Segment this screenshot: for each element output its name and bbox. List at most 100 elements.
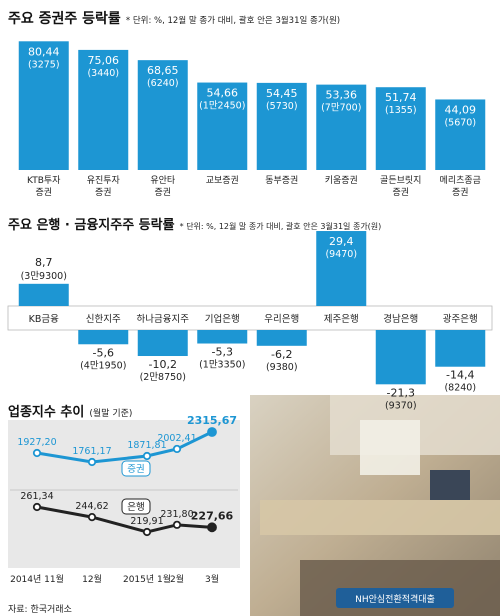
- banks-value-label: -5,6: [93, 346, 114, 359]
- banks-close-label: (4만1950): [80, 360, 126, 371]
- index-x-tick-label: 3월: [205, 573, 219, 585]
- securities-close-label: (1만2450): [199, 101, 245, 112]
- svg-text:NH안심전환적격대출: NH안심전환적격대출: [355, 593, 435, 605]
- index-series-tag: [121, 498, 151, 515]
- banks-value-label: -5,3: [212, 346, 233, 359]
- securities-value-label: 80,44: [28, 45, 60, 58]
- banks-value-label: 29,4: [329, 235, 354, 248]
- source-text: 자료: 한국거래소: [8, 605, 72, 615]
- banks-value-label: 8,7: [35, 256, 53, 269]
- index-value-label: 227,66: [191, 509, 234, 522]
- banks-category-label: 신한지주: [86, 314, 121, 325]
- index-series-point: [87, 457, 97, 467]
- securities-bar: [375, 87, 426, 170]
- index-header: 업종지수 추이 (월말 기준): [8, 401, 132, 420]
- securities-category-label: 메리츠종금: [440, 175, 481, 186]
- banks-category-label: 기업은행: [205, 313, 240, 325]
- securities-close-label: (5730): [266, 101, 298, 112]
- index-series-tag: [121, 460, 151, 477]
- index-series-point: [207, 522, 217, 533]
- index-value-label: 1871,81: [127, 440, 166, 451]
- index-series-point: [32, 448, 42, 458]
- index-series-name: 증권: [127, 463, 144, 475]
- index-value-label: 1761,17: [72, 446, 111, 457]
- index-note: (월말 기준): [89, 409, 133, 419]
- securities-category-label: 키움증권: [325, 174, 358, 186]
- securities-value-label: 44,09: [445, 103, 477, 116]
- securities-category-label: 증권: [392, 186, 409, 198]
- index-value-label: 219,91: [130, 516, 163, 527]
- banks-close-label: (8240): [444, 383, 476, 394]
- banks-title: 주요 은행 · 금융지주주 등락률: [8, 218, 175, 233]
- securities-value-label: 75,06: [88, 54, 120, 67]
- securities-value-label: 53,36: [326, 89, 358, 102]
- banks-category-label: KB금융: [29, 314, 59, 325]
- index-series-point: [87, 512, 97, 522]
- banks-bar: [137, 330, 188, 357]
- index-series-name: 은행: [127, 501, 144, 513]
- securities-value-label: 68,65: [147, 64, 179, 77]
- banks-bar: [375, 330, 426, 385]
- index-series-point: [172, 520, 182, 529]
- securities-note: * 단위: %, 12월 말 종가 대비, 괄호 안은 3월31일 종가(원): [125, 16, 341, 26]
- banks-category-label: 우리은행: [264, 313, 299, 325]
- index-series-point: [207, 427, 217, 437]
- securities-close-label: (7만700): [321, 103, 361, 114]
- index-series-point: [142, 527, 152, 537]
- securities-bar: [18, 41, 69, 170]
- securities-category-label: 유안타: [150, 175, 176, 186]
- securities-bar: [316, 84, 367, 170]
- securities-value-label: 54,66: [207, 87, 239, 100]
- securities-close-label: (6240): [147, 78, 179, 89]
- index-x-tick-label: 12월: [82, 573, 102, 585]
- banks-category-label: 광주은행: [443, 313, 478, 325]
- securities-category-label: 증권: [452, 186, 469, 198]
- banks-bar: [18, 283, 69, 306]
- index-value-label: 2002,41: [157, 433, 196, 444]
- index-value-label: 1927,20: [17, 437, 56, 448]
- banks-close-label: (2만8750): [140, 372, 186, 383]
- index-x-tick-label: 2월: [170, 573, 184, 585]
- banks-bar-chart: 8,7 (3만9300) KB금융 -5,6(4만1950) 신한지주 -10,2(2만8…: [7, 231, 493, 411]
- banks-close-label: (9380): [266, 362, 298, 373]
- index-series-point: [142, 451, 152, 461]
- index-series-point: [172, 444, 182, 454]
- index-x-tick-label: 2014년 11월: [10, 573, 64, 585]
- securities-close-label: (3275): [28, 59, 60, 70]
- securities-close-label: (5670): [444, 117, 476, 128]
- index-value-label: 2315,67: [187, 414, 237, 427]
- index-panel-background: [8, 420, 240, 568]
- securities-bar: [78, 49, 129, 170]
- banks-close-label: (9470): [325, 249, 357, 260]
- securities-bar: [137, 60, 188, 170]
- banks-bar: [78, 330, 129, 345]
- securities-title: 주요 증권주 등락률: [8, 11, 121, 27]
- banks-value-label: -14,4: [446, 369, 474, 382]
- banks-bar: [256, 330, 307, 346]
- banks-bar: [435, 330, 486, 367]
- securities-bar: [256, 82, 307, 170]
- banks-category-label: 하나금융지주: [137, 313, 190, 325]
- banks-value-label: -10,2: [149, 358, 177, 371]
- banks-close-label: (1만3350): [199, 360, 245, 371]
- banks-category-label: 제주은행: [324, 313, 359, 325]
- securities-value-label: 51,74: [385, 91, 417, 104]
- securities-category-label: 교보증권: [206, 174, 239, 186]
- index-value-label: 231,80: [160, 509, 193, 520]
- index-x-tick-label: 2015년 1월: [123, 573, 171, 585]
- banks-note: * 단위: %, 12월 말 종가 대비, 괄호 안은 3월31일 종가(원): [179, 222, 382, 231]
- securities-header: 주요 증권주 등락률 * 단위: %, 12월 말 종가 대비, 괄호 안은 3…: [8, 8, 340, 28]
- banks-header: 주요 은행 · 금융지주주 등락률 * 단위: %, 12월 말 종가 대비, …: [8, 214, 381, 233]
- securities-value-label: 54,45: [266, 87, 298, 100]
- securities-bar: [435, 99, 486, 170]
- banks-bar: [316, 231, 367, 306]
- index-title: 업종지수 추이: [8, 405, 85, 420]
- securities-bar: [197, 82, 248, 170]
- banks-close-label: (3만9300): [21, 271, 67, 282]
- banks-close-label: (9370): [385, 400, 417, 411]
- securities-category-label: 증권: [35, 186, 52, 198]
- banks-bar: [197, 330, 248, 344]
